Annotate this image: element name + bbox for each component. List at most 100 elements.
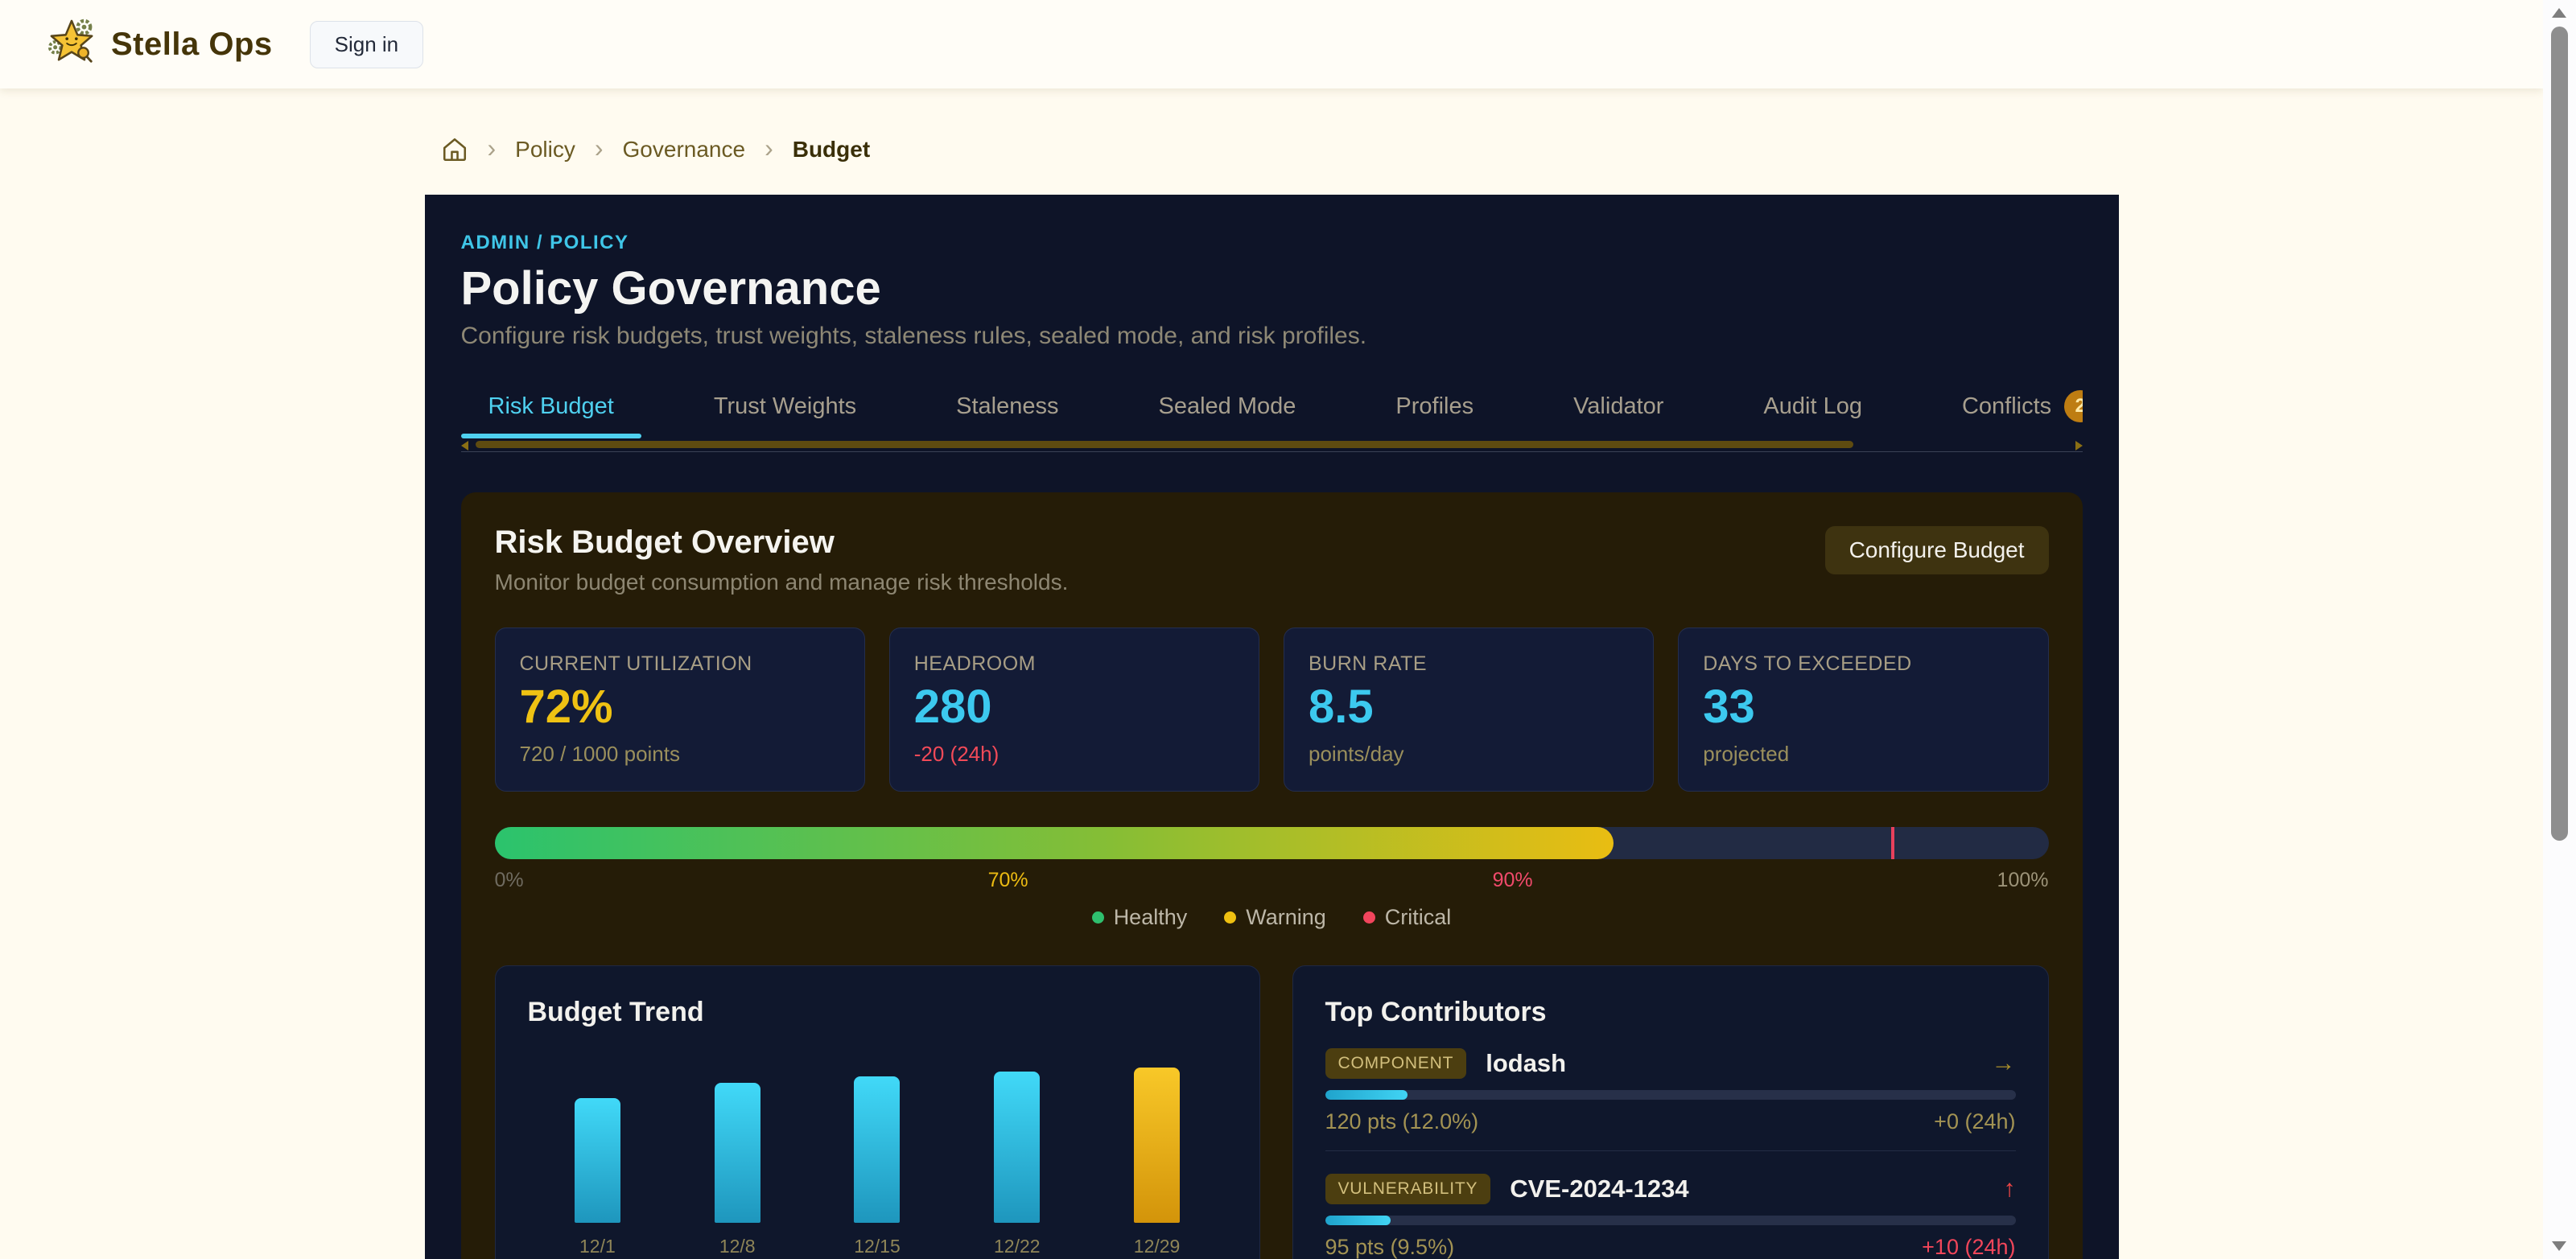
tab-list: Risk Budget Trust Weights Staleness Sealed … xyxy=(461,390,2083,438)
stat-value: 8.5 xyxy=(1309,684,1629,730)
stat-card-burn-rate: BURN RATE 8.5 points/day xyxy=(1284,627,1654,792)
threshold-label-70: 70% xyxy=(988,869,1028,892)
scroll-down-arrow-icon[interactable] xyxy=(2552,1241,2566,1251)
tab-conflicts[interactable]: Conflicts 2 xyxy=(1935,390,2083,438)
contributor-name: CVE-2024-1234 xyxy=(1510,1175,1688,1203)
tab-sealed-mode[interactable]: Sealed Mode xyxy=(1131,390,1324,438)
type-badge: COMPONENT xyxy=(1325,1048,1467,1079)
scroll-right-arrow-icon[interactable] xyxy=(2075,441,2083,451)
tab-risk-budget[interactable]: Risk Budget xyxy=(461,390,641,438)
contributor-stats: 120 pts (12.0%)+0 (24h) xyxy=(1325,1109,2016,1134)
horizontal-scrollbar-thumb[interactable] xyxy=(476,441,1854,448)
breadcrumb-item-policy[interactable]: Policy xyxy=(515,137,575,163)
sign-in-button[interactable]: Sign in xyxy=(310,21,424,68)
brand-name: Stella Ops xyxy=(111,27,273,63)
legend-item-warning: Warning xyxy=(1224,905,1326,930)
brand[interactable]: Stella Ops xyxy=(47,18,273,72)
tab-audit-log[interactable]: Audit Log xyxy=(1736,390,1890,438)
tab-profiles[interactable]: Profiles xyxy=(1368,390,1501,438)
scroll-left-arrow-icon[interactable] xyxy=(461,441,468,451)
legend-item-critical: Critical xyxy=(1363,905,1452,930)
conflicts-count-badge: 2 xyxy=(2064,390,2082,422)
chevron-right-icon: › xyxy=(595,135,604,161)
configure-budget-button[interactable]: Configure Budget xyxy=(1825,526,2049,574)
breadcrumb: ›Policy›Governance›Budget xyxy=(425,135,2119,164)
tab-label: Conflicts xyxy=(1962,393,2051,420)
breadcrumb-item-governance[interactable]: Governance xyxy=(623,137,746,163)
contrib-bar-track xyxy=(1325,1216,2016,1225)
budget-bar-labels: 0%70%90%100% xyxy=(495,869,2049,892)
trend-bar-12-15 xyxy=(854,1076,900,1223)
page-content: Stella Ops Sign in ›Policy›Governance›Bu… xyxy=(0,0,2543,1259)
stat-sub: points/day xyxy=(1309,742,1629,767)
tab-staleness[interactable]: Staleness xyxy=(929,390,1086,438)
breadcrumb-item-budget[interactable]: Budget xyxy=(793,137,870,163)
tabs-horizontal-scrollbar[interactable] xyxy=(461,440,2083,450)
trend-bar-12-22 xyxy=(994,1072,1040,1223)
stat-card-headroom: HEADROOM280-20 (24h) xyxy=(889,627,1259,792)
section-eyebrow: ADMIN / POLICY xyxy=(461,232,2083,254)
page-vertical-scrollbar[interactable] xyxy=(2543,0,2576,1259)
risk-budget-overview-card: Risk Budget Overview Monitor budget cons… xyxy=(461,492,2083,1259)
contrib-bar-fill xyxy=(1325,1090,1408,1100)
stella-ops-logo-icon xyxy=(47,18,97,72)
tab-trust-weights[interactable]: Trust Weights xyxy=(686,390,884,438)
tab-label: Audit Log xyxy=(1763,393,1862,420)
breadcrumb-items: ›Policy›Governance›Budget xyxy=(488,137,871,163)
tab-label: Profiles xyxy=(1395,393,1473,420)
contrib-bar-fill xyxy=(1325,1216,1391,1225)
stat-label: HEADROOM xyxy=(914,652,1234,676)
vertical-scrollbar-thumb[interactable] xyxy=(2551,27,2568,841)
tab-validator[interactable]: Validator xyxy=(1546,390,1691,438)
scroll-up-arrow-icon[interactable] xyxy=(2552,8,2566,18)
tab-label: Staleness xyxy=(956,393,1058,420)
tabs-divider xyxy=(461,451,2083,452)
trend-x-label: 12/29 xyxy=(1087,1236,1227,1257)
home-icon[interactable] xyxy=(441,136,468,163)
legend-label: Healthy xyxy=(1114,905,1188,930)
chevron-right-icon: › xyxy=(765,135,773,161)
budget-utilization-bar xyxy=(495,827,2049,859)
critical-threshold-marker xyxy=(1891,827,1894,859)
trend-col xyxy=(667,1068,807,1223)
top-contributors-title: Top Contributors xyxy=(1325,998,2016,1026)
overview-title: Risk Budget Overview xyxy=(495,526,1069,558)
trend-plot xyxy=(528,1068,1227,1223)
trend-col xyxy=(947,1068,1087,1223)
trend-bar-12-8 xyxy=(715,1083,760,1223)
trend-col xyxy=(528,1068,668,1223)
points-label: 120 pts (12.0%) xyxy=(1325,1109,1479,1134)
trend-bar-12-1 xyxy=(575,1098,620,1223)
tab-label: Risk Budget xyxy=(488,393,614,420)
legend-item-healthy: Healthy xyxy=(1092,905,1188,930)
stat-value: 72% xyxy=(520,684,840,730)
stat-card-days-to-exceeded: DAYS TO EXCEEDED33projected xyxy=(1678,627,2048,792)
contributor-lodash[interactable]: COMPONENTlodash→ 120 pts (12.0%)+0 (24h) xyxy=(1325,1048,2016,1134)
page-subtitle: Configure risk budgets, trust weights, s… xyxy=(461,323,2083,350)
trend-up-arrow-icon[interactable]: ↑ xyxy=(2004,1175,2016,1203)
stat-sub: 720 / 1000 points xyxy=(520,742,840,767)
contributor-stats: 95 pts (9.5%)+10 (24h) xyxy=(1325,1235,2016,1259)
trend-bar-12-29 xyxy=(1134,1068,1180,1223)
app-header: Stella Ops Sign in xyxy=(0,0,2543,88)
legend-dot-icon xyxy=(1092,911,1104,924)
tab-label: Trust Weights xyxy=(714,393,856,420)
link-arrow-icon[interactable]: → xyxy=(1992,1050,2016,1077)
stat-cards: CURRENT UTILIZATION72%720 / 1000 pointsH… xyxy=(495,627,2049,792)
stat-label: DAYS TO EXCEEDED xyxy=(1703,652,2023,676)
contributor-header: COMPONENTlodash→ xyxy=(1325,1048,2016,1079)
overview-subtitle: Monitor budget consumption and manage ri… xyxy=(495,570,1069,595)
contributor-list: COMPONENTlodash→120 pts (12.0%)+0 (24h)V… xyxy=(1325,1048,2016,1259)
contributor-cve-2024-1234[interactable]: VULNERABILITYCVE-2024-1234↑95 pts (9.5%)… xyxy=(1325,1174,2016,1259)
budget-bar-fill xyxy=(495,827,1614,859)
budget-trend-card: Budget Trend 12/112/812/1512/2212/29 xyxy=(495,965,1260,1259)
policy-governance-panel: ADMIN / POLICY Policy Governance Configu… xyxy=(425,195,2119,1259)
legend-dot-icon xyxy=(1363,911,1375,924)
trend-x-label: 12/22 xyxy=(947,1236,1087,1257)
threshold-label-0: 0% xyxy=(495,869,524,892)
stat-label: BURN RATE xyxy=(1309,652,1629,676)
legend-dot-icon xyxy=(1224,911,1236,924)
budget-trend-title: Budget Trend xyxy=(528,998,1227,1026)
trend-labels: 12/112/812/1512/2212/29 xyxy=(528,1236,1227,1257)
legend-label: Warning xyxy=(1246,905,1326,930)
